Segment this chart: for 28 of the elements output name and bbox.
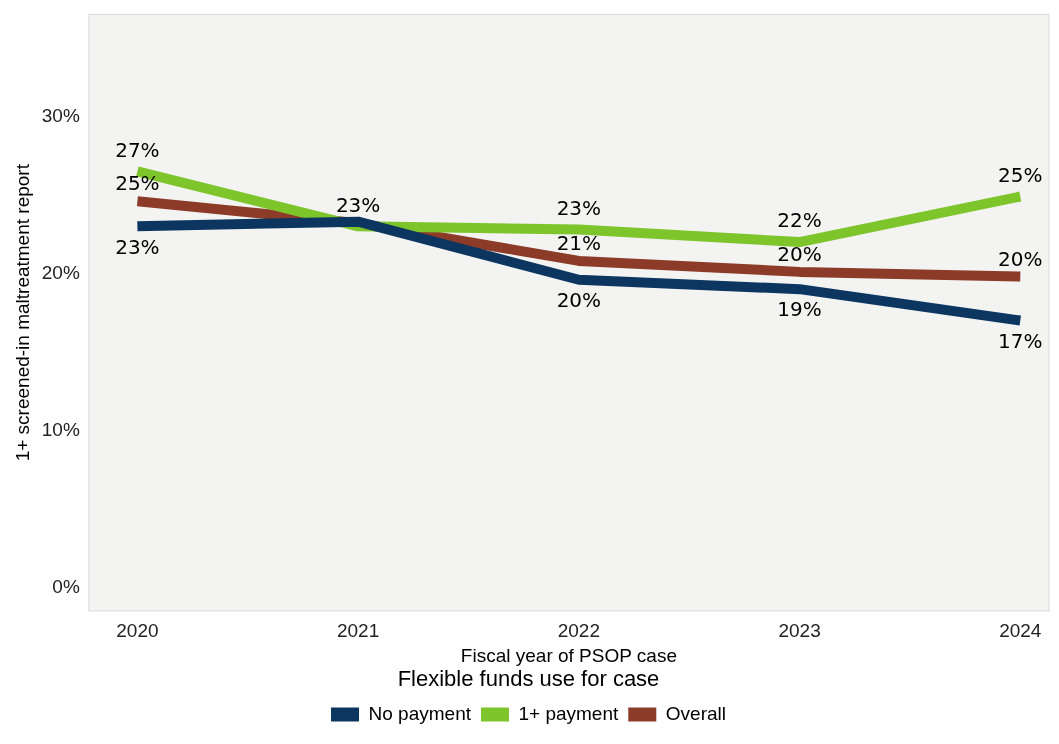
data-label: 20% — [777, 242, 822, 267]
data-label: 17% — [998, 328, 1043, 353]
y-tick-label: 20% — [41, 261, 80, 283]
data-label: 23% — [556, 195, 602, 220]
data-label: 23% — [335, 193, 381, 218]
legend-label: No payment — [368, 702, 472, 724]
legend-title: Flexible funds use for case — [397, 665, 660, 691]
x-tick-label: 2022 — [557, 619, 600, 641]
data-label: 22% — [777, 208, 822, 233]
legend-label: 1+ payment — [518, 702, 620, 724]
x-tick-label: 2023 — [778, 619, 821, 641]
data-label: 20% — [998, 246, 1043, 271]
y-tick-label: 10% — [41, 418, 80, 440]
data-label: 25% — [115, 171, 160, 196]
data-label: 19% — [777, 297, 822, 322]
x-axis-title: Fiscal year of PSOP case — [460, 645, 677, 667]
data-label: 25% — [998, 162, 1043, 187]
data-label: 27% — [115, 137, 160, 162]
x-tick-label: 2021 — [336, 619, 380, 641]
data-label: 23% — [115, 234, 160, 259]
data-label: 21% — [556, 231, 602, 256]
x-tick-label: 2024 — [999, 619, 1042, 641]
y-tick-label: 30% — [41, 104, 80, 126]
x-tick-label: 2020 — [116, 619, 159, 641]
legend-label: Overall — [665, 702, 726, 724]
y-tick-label: 0% — [52, 575, 80, 597]
data-label: 20% — [556, 287, 602, 312]
y-axis-title: 1+ screened-in maltreatment report — [11, 163, 33, 462]
